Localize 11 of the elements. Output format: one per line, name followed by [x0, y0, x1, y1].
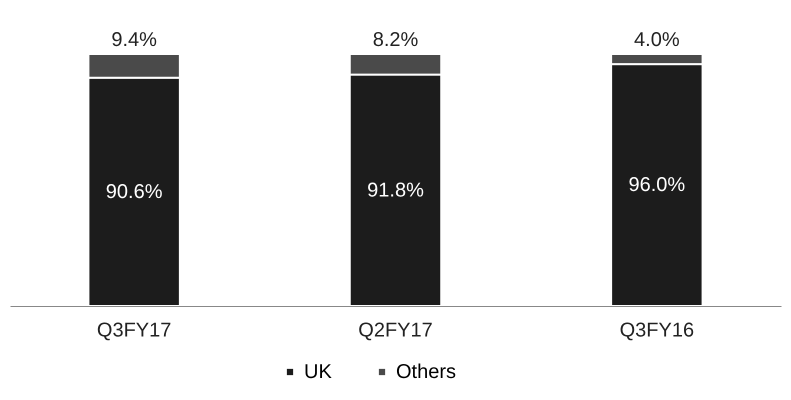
- data-label: 91.8%: [367, 179, 424, 202]
- legend-label: UK: [304, 361, 332, 383]
- legend-label: Others: [396, 361, 456, 383]
- x-tick-label: Q2FY17: [358, 320, 433, 342]
- x-tick-label: Q3FY16: [620, 320, 694, 342]
- data-label: 90.6%: [106, 180, 163, 203]
- x-tick-label: Q3FY17: [96, 320, 172, 342]
- data-label: 9.4%: [111, 29, 158, 51]
- data-label: 4.0%: [634, 29, 680, 51]
- data-label: 96.0%: [628, 174, 686, 196]
- data-label: 8.2%: [372, 29, 419, 51]
